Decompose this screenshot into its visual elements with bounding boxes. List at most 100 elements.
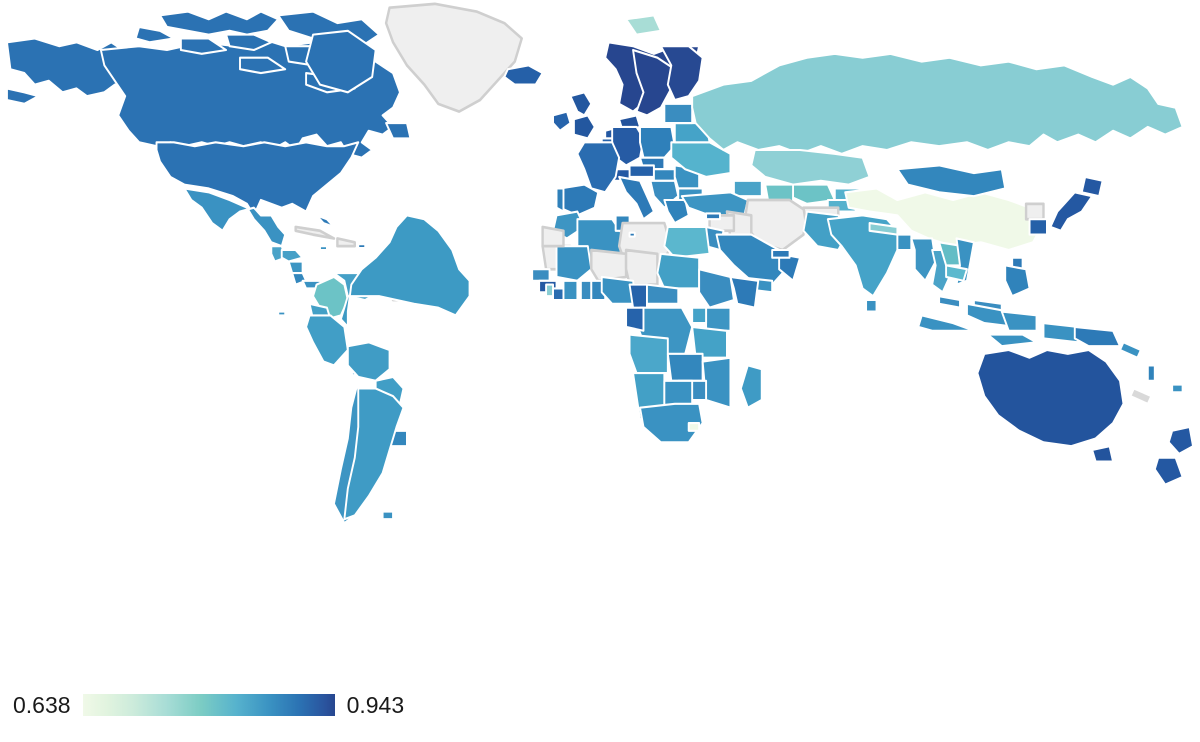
country-indonesia[interactable]	[917, 314, 975, 332]
country-sierra-leone[interactable]	[545, 283, 554, 298]
country-russia[interactable]	[691, 52, 1184, 155]
country-indonesia[interactable]	[966, 302, 1017, 328]
country-philippines[interactable]	[1004, 264, 1031, 298]
country-france[interactable]	[576, 141, 621, 194]
country-solomon-islands[interactable]	[1119, 341, 1142, 359]
country-gabon-congo[interactable]	[625, 306, 645, 332]
country-svalbard[interactable]	[625, 14, 662, 36]
country-china[interactable]	[844, 187, 1045, 252]
country-new-zealand[interactable]	[1153, 456, 1184, 486]
country-brazil[interactable]	[339, 214, 471, 328]
country-canada[interactable]	[385, 122, 412, 140]
country-jamaica[interactable]	[319, 245, 328, 252]
country-canada[interactable]	[239, 56, 287, 75]
country-papua-new-guinea[interactable]	[1073, 325, 1121, 348]
country-argentina[interactable]	[343, 387, 405, 521]
country-canada[interactable]	[179, 37, 228, 55]
country-nicaragua[interactable]	[287, 260, 304, 275]
country-united-states[interactable]	[155, 141, 360, 217]
country-niger[interactable]	[590, 248, 628, 283]
country-ivory-coast[interactable]	[562, 279, 579, 302]
country-poland[interactable]	[639, 125, 676, 159]
country-bangladesh[interactable]	[896, 233, 913, 252]
country-egypt[interactable]	[663, 225, 711, 259]
country-spain[interactable]	[559, 183, 600, 217]
country-finland[interactable]	[659, 45, 704, 102]
country-portugal[interactable]	[555, 187, 565, 213]
country-fiji[interactable]	[1171, 383, 1184, 394]
country-greece[interactable]	[663, 198, 690, 225]
country-ghana[interactable]	[579, 279, 593, 302]
country-south-africa[interactable]	[639, 402, 704, 444]
country-myanmar[interactable]	[910, 237, 937, 282]
country-hungary[interactable]	[652, 168, 676, 182]
country-ukraine[interactable]	[670, 141, 732, 178]
country-oman[interactable]	[778, 252, 801, 282]
country-canada[interactable]	[225, 33, 273, 52]
country-mongolia[interactable]	[896, 164, 1007, 198]
country-greenland[interactable]	[384, 2, 523, 113]
country-chad[interactable]	[624, 248, 659, 286]
country-japan[interactable]	[1049, 191, 1094, 232]
country-peru[interactable]	[305, 314, 349, 367]
country-baltics[interactable]	[663, 102, 694, 125]
country-south-korea[interactable]	[1028, 218, 1048, 236]
country-new-caledonia[interactable]	[1129, 387, 1153, 405]
country-senegal[interactable]	[531, 268, 551, 282]
country-kenya[interactable]	[705, 306, 732, 332]
country-central-african-republic[interactable]	[646, 283, 680, 305]
country-malaysia[interactable]	[938, 295, 961, 309]
country-uganda[interactable]	[691, 306, 708, 325]
country-new-zealand[interactable]	[1167, 425, 1194, 455]
country-canada[interactable]	[305, 29, 377, 94]
country-canada[interactable]	[134, 25, 175, 44]
country-cyprus[interactable]	[705, 212, 721, 221]
country-indonesia[interactable]	[1000, 310, 1038, 332]
country-uae[interactable]	[771, 248, 791, 259]
country-liberia[interactable]	[552, 287, 565, 302]
country-sudan[interactable]	[656, 252, 701, 290]
country-canada[interactable]	[159, 10, 280, 36]
country-angola[interactable]	[628, 333, 669, 375]
country-sweden[interactable]	[632, 48, 676, 117]
country-ireland[interactable]	[552, 110, 572, 132]
country-north-korea[interactable]	[1024, 202, 1045, 221]
country-madagascar[interactable]	[739, 364, 763, 409]
country-vanuatu[interactable]	[1146, 364, 1156, 382]
country-puerto-rico[interactable]	[357, 243, 367, 250]
country-mali[interactable]	[555, 245, 593, 282]
country-india[interactable]	[826, 214, 899, 298]
country-australia[interactable]	[1091, 445, 1114, 463]
country-united-states[interactable]	[6, 87, 40, 105]
country-bahamas[interactable]	[315, 214, 335, 228]
country-ethiopia[interactable]	[698, 268, 735, 309]
country-italy[interactable]	[618, 175, 655, 221]
country-kazakhstan[interactable]	[750, 148, 871, 186]
country-austria[interactable]	[628, 164, 655, 178]
country-mexico[interactable]	[183, 187, 287, 248]
country-bolivia[interactable]	[346, 341, 391, 382]
country-cuba[interactable]	[294, 225, 336, 240]
country-hispaniola[interactable]	[336, 237, 357, 248]
country-nigeria[interactable]	[600, 275, 638, 305]
country-indonesia[interactable]	[986, 333, 1038, 348]
country-australia[interactable]	[976, 348, 1125, 448]
country-japan[interactable]	[1080, 175, 1104, 198]
country-iceland[interactable]	[503, 64, 544, 86]
country-indonesia[interactable]	[1042, 322, 1080, 344]
country-somalia[interactable]	[729, 275, 760, 309]
country-georgia-armenia[interactable]	[732, 179, 763, 198]
country-zambia[interactable]	[666, 352, 704, 382]
country-sri-lanka[interactable]	[865, 298, 878, 313]
country-western-sahara[interactable]	[541, 225, 565, 248]
country-falkland[interactable]	[381, 510, 395, 521]
country-lesotho[interactable]	[687, 422, 701, 432]
country-united-kingdom[interactable]	[569, 91, 593, 117]
country-honduras[interactable]	[280, 248, 304, 263]
country-united-kingdom[interactable]	[572, 114, 596, 140]
world-map-svg[interactable]	[0, 0, 1200, 700]
legend-min-label: 0.638	[13, 691, 71, 718]
country-galapagos[interactable]	[277, 310, 287, 317]
country-cambodia[interactable]	[945, 264, 968, 282]
country-malta[interactable]	[628, 231, 636, 238]
